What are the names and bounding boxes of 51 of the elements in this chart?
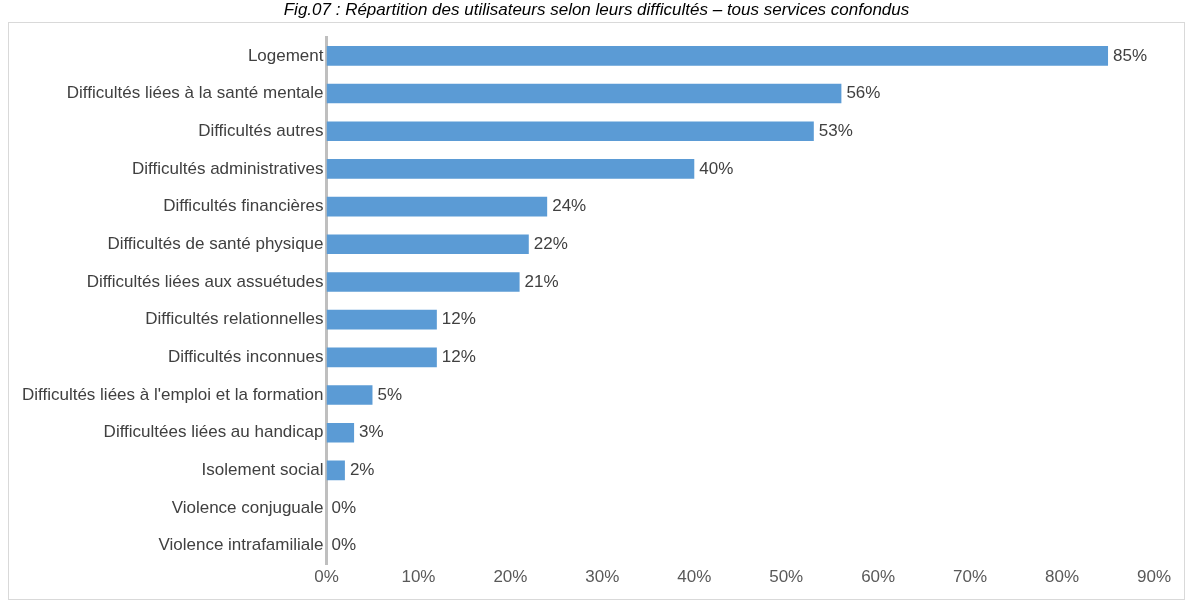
y-tick-label: Difficultés liées à la santé mentale [66,83,324,103]
x-tick-label: 0% [314,567,339,587]
data-label: 40% [699,158,734,178]
y-tick-label: Difficultés liées à l'emploi et la formation [21,384,324,404]
data-label: 0% [331,535,357,555]
y-tick-label: Difficultés relationnelles [145,309,324,329]
data-label: 56% [846,83,881,103]
x-tick-label: 50% [769,567,804,587]
data-label: 5% [377,384,403,404]
data-label: 2% [349,460,375,480]
x-tick-label: 80% [1045,567,1080,587]
x-tick-label: 30% [585,567,620,587]
y-tick-label: Logement [247,45,324,65]
y-tick-label: Difficultées liées au handicap [103,422,324,442]
data-label: 0% [331,497,357,517]
bar [326,196,548,217]
bar [326,422,355,443]
bar [326,272,520,292]
y-tick-label: Violence conjuguale [171,497,324,517]
bar [326,159,695,179]
y-tick-label: Difficultés administratives [132,158,324,178]
data-label: 53% [818,120,853,140]
data-label: 3% [359,422,384,442]
bar [326,347,437,368]
bar [326,385,373,405]
bar [326,460,345,481]
x-tick-label: 10% [401,567,436,587]
data-label: 12% [441,309,476,329]
y-tick-label: Difficultés inconnues [167,347,324,367]
data-label: 85% [1113,45,1148,65]
data-label: 21% [524,271,559,291]
bar [326,234,529,255]
bar [326,46,1109,66]
x-tick-label: 90% [1136,567,1172,587]
y-tick-label: Difficultés autres [198,120,324,140]
x-tick-label: 40% [677,567,712,587]
y-tick-label: Difficultés liées aux assuétudes [86,271,324,291]
x-tick-label: 20% [493,567,528,587]
x-tick-label: 60% [861,567,896,587]
y-tick-label: Isolement social [201,460,324,480]
y-tick-label: Difficultés de santé physique [107,233,324,253]
chart-title: Fig.07 : Répartition des utilisateurs selon leurs difficultés – tous services confondus [282,0,911,20]
y-tick-label: Difficultés financières [163,196,324,216]
x-tick-label: 70% [953,567,988,587]
bar [326,309,437,330]
data-label: 22% [533,233,568,253]
data-label: 12% [441,347,476,367]
data-label: 24% [552,196,587,216]
y-tick-label: Violence intrafamiliale [158,535,324,555]
bar [326,121,814,142]
bar [326,83,842,104]
